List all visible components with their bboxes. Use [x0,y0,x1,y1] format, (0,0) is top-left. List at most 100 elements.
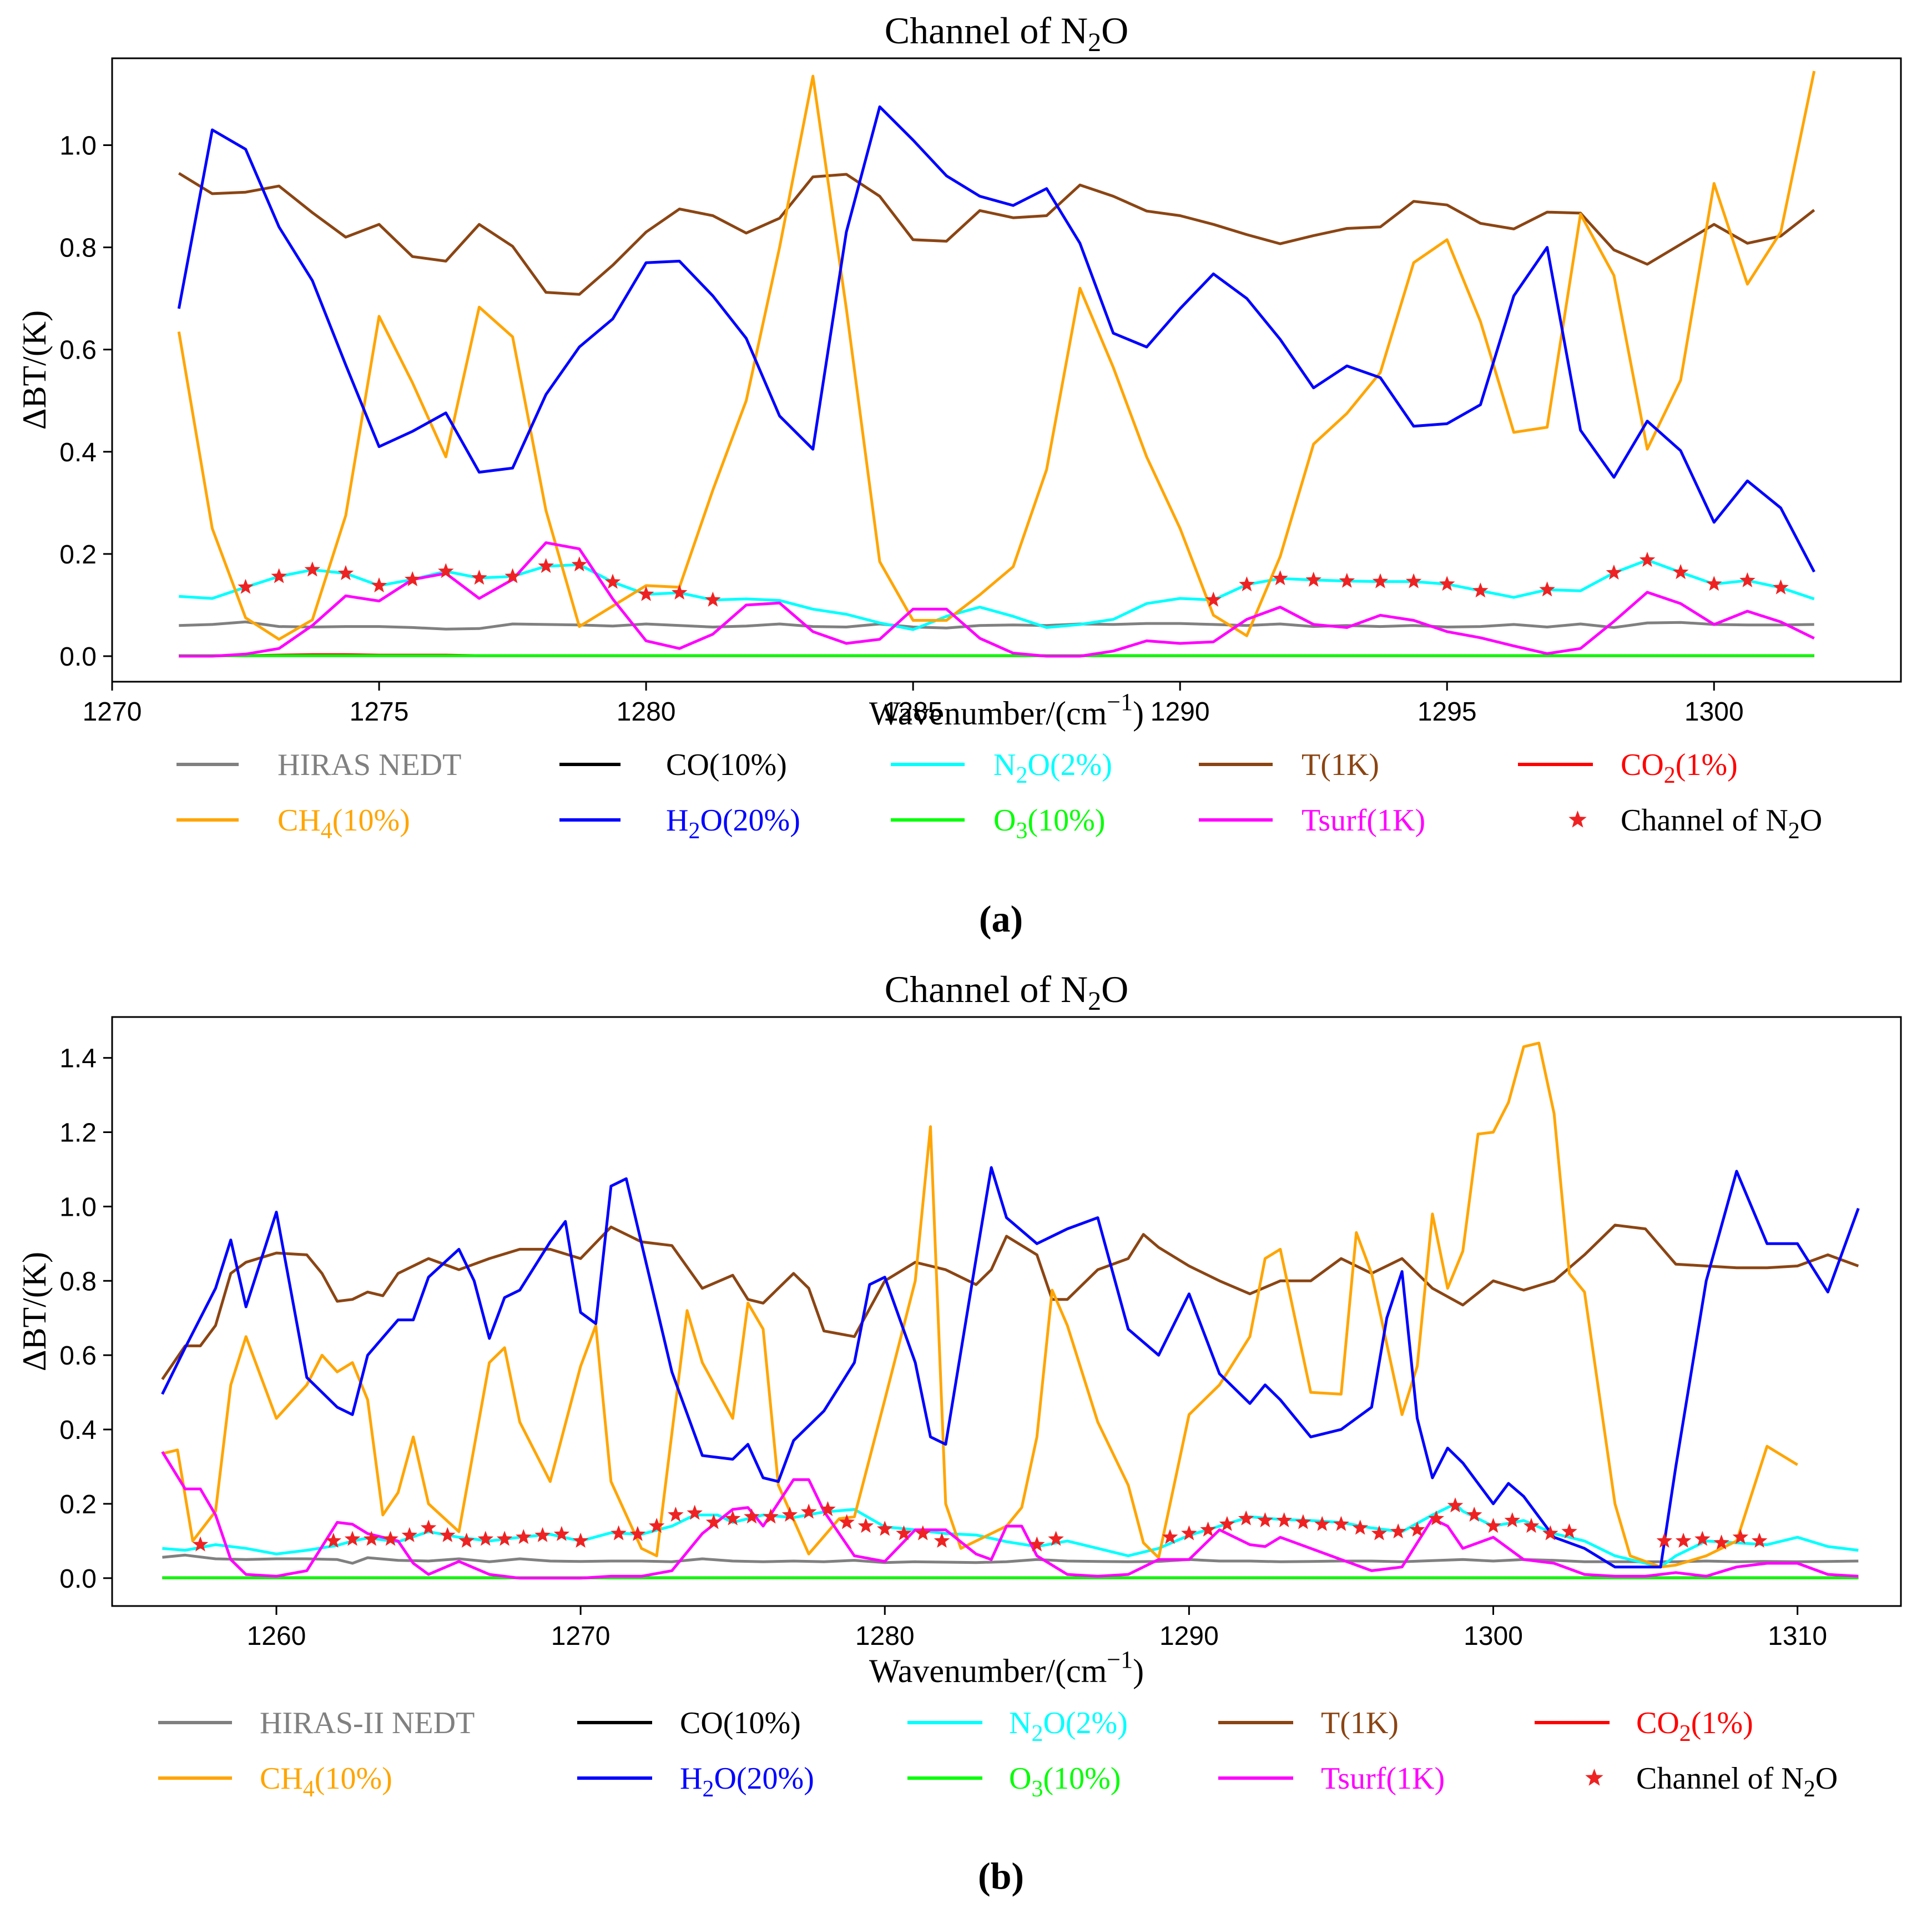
x-tick-label: 1290 [1159,1622,1219,1651]
channel-star-marker [1542,1525,1558,1541]
channel-star-marker [477,1531,494,1546]
legend-label-part: Channel of N [1636,1761,1804,1796]
channel-star-marker [1539,581,1555,597]
chart-title-part: O [1101,968,1128,1010]
channel-star-marker [1523,1518,1540,1533]
series-n2o-2 [179,558,1815,631]
channel-star-marker [1409,1521,1425,1537]
channel-star-marker [1238,1510,1254,1526]
channel-star-marker [1639,551,1656,567]
x-axis-label-part: ) [1133,695,1144,732]
channel-star-marker [1339,572,1355,588]
legend-label-part: H [666,803,688,838]
legend-item-ch4: CH4(10%) [158,1761,392,1802]
legend-item-co2: CO2(1%) [1518,748,1738,788]
legend-item-t: T(1K) [1199,748,1379,782]
channel-star-marker [1606,564,1622,580]
legend-label-part: 2 [1016,763,1027,788]
x-axis-label-part: Wavenumber/(cm [869,1653,1107,1689]
legend-item-ch4: CH4(10%) [176,803,410,844]
legend-label-part: O [1815,1761,1838,1796]
y-tick-label: 1.0 [59,131,97,160]
legend-item-h2o: H2O(20%) [577,1761,814,1802]
legend-label-part: O(20%) [700,803,800,838]
legend-label-part: HIRAS NEDT [278,748,461,782]
legend-label-part: (1%) [1676,748,1738,782]
channel-star-marker [1205,591,1222,607]
legend-item-o3: O3(10%) [907,1761,1121,1802]
channel-star-marker [1504,1512,1520,1528]
x-tick-label: 1310 [1768,1622,1827,1651]
series-t-1k [161,1224,1859,1381]
channel-star-marker [1239,576,1255,592]
channel-star-marker [1257,1512,1273,1528]
legend-label-part: 2 [1664,763,1676,788]
channel-star-marker [571,556,588,572]
series-group [161,1041,1860,1580]
channel-star-marker [915,1525,931,1541]
channel-star-marker [763,1508,779,1524]
x-axis-label-part: −1 [1107,1646,1133,1673]
legend-item-tsurf: Tsurf(1K) [1199,803,1425,838]
channel-star-marker [1466,1507,1482,1522]
chart-title-part: Channel of N [885,968,1088,1010]
channel-star-marker [1694,1531,1711,1546]
y-tick-label: 0.2 [59,540,97,570]
legend-label-part: Tsurf(1K) [1302,803,1425,838]
x-axis-label-part: ) [1133,1653,1144,1689]
legend-label: H2O(20%) [680,1761,814,1802]
legend-item-n2o: N2O(2%) [907,1706,1128,1746]
series-hiras-nedt [179,620,1814,631]
panel-caption: (a) [979,898,1023,940]
legend-label-part: N [1009,1706,1031,1740]
legend-label-part: (10%) [1043,1761,1121,1796]
channel-star-marker [1751,1532,1768,1548]
chart-title: Channel of N2O [885,9,1128,57]
x-axis-label: Wavenumber/(cm−1) [869,688,1144,732]
legend-label-part: O [1009,1761,1031,1796]
series-tsurf-1k [161,1451,1859,1580]
channel-star-marker [724,1510,741,1526]
x-tick-label: 1270 [551,1622,611,1651]
legend-label: O3(10%) [993,803,1105,844]
legend-label-part: O [993,803,1016,838]
y-tick-label: 0.8 [59,1267,97,1296]
legend-label: CO2(1%) [1636,1706,1753,1746]
legend-label: CO2(1%) [1621,748,1738,788]
channel-star-marker [1732,1529,1749,1544]
channel-star-marker [1439,576,1455,591]
channel-star-marker [1405,573,1422,588]
channel-star-marker [440,1527,456,1542]
channel-star-marker [1314,1516,1330,1531]
legend-item-co2: CO2(1%) [1535,1706,1753,1746]
channel-star-marker [304,561,320,577]
channel-star-marker [1162,1529,1178,1544]
channel-star-marker [271,568,287,583]
channel-star-marker [1739,572,1756,587]
legend-label: H2O(20%) [666,803,800,844]
plot-frame [111,1016,1902,1607]
channel-star-marker [1773,579,1789,595]
channel-star-marker [404,571,421,586]
legend-item-chan: Channel of N2O [1585,1761,1838,1802]
legend-label-part: HIRAS-II NEDT [260,1706,475,1740]
channel-star-marker [382,1531,398,1546]
y-tick-label: 1.0 [59,1192,97,1222]
x-tick-label: 1295 [1418,697,1477,727]
channel-star-marker [744,1508,760,1524]
series-h2o-20 [177,105,1815,573]
channel-star-marker [238,578,254,594]
x-tick-label: 1260 [247,1622,306,1651]
channel-star-marker [672,584,688,600]
legend-label-part: Channel of N [1621,803,1788,838]
legend-label: O3(10%) [1009,1761,1121,1802]
channel-star-marker [458,1532,475,1548]
channel-star-marker [857,1518,874,1533]
legend-star-icon [1585,1769,1603,1786]
channel-star-marker [648,1518,665,1533]
legend-label: Tsurf(1K) [1321,1761,1445,1796]
y-tick-label: 0.6 [59,1341,97,1371]
channel-star-marker [1276,1512,1292,1528]
channel-star-marker [1672,564,1689,580]
